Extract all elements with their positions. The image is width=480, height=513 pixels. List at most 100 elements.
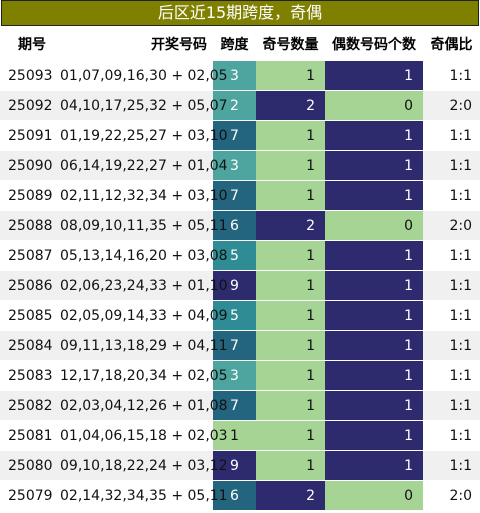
cell-odd-count: 1	[256, 360, 325, 391]
cell-odd-count: 1	[256, 150, 325, 181]
cell-numbers: 05,13,14,16,20 + 03,08	[56, 240, 228, 271]
table-title: 后区近15期跨度，奇偶	[1, 0, 479, 26]
cell-numbers: 02,11,12,32,34 + 03,10	[56, 180, 228, 211]
cell-even-count: 1	[325, 120, 423, 151]
header-issue: 期号	[0, 26, 56, 61]
cell-ratio: 1:1	[423, 150, 480, 181]
cell-ratio: 2:0	[423, 210, 480, 241]
cell-even-count: 1	[325, 330, 423, 361]
cell-ratio: 1:1	[423, 270, 480, 301]
cell-odd-count: 2	[256, 90, 325, 121]
cell-span: 7	[213, 180, 256, 211]
cell-ratio: 1:1	[423, 360, 480, 391]
cell-span: 9	[213, 450, 256, 481]
cell-even-count: 1	[325, 180, 423, 211]
cell-issue: 25088	[0, 210, 56, 241]
cell-ratio: 1:1	[423, 450, 480, 481]
cell-odd-count: 1	[256, 300, 325, 331]
cell-ratio: 1:1	[423, 120, 480, 151]
span-parity-table: 期号 开奖号码 跨度 奇号数量 偶数号码个数 奇偶比 25093 01,07,09…	[0, 26, 480, 511]
cell-numbers: 01,07,09,16,30 + 02,05	[56, 61, 228, 91]
header-numbers: 开奖号码	[56, 26, 213, 61]
cell-ratio: 1:1	[423, 330, 480, 361]
table-row: 25087 05,13,14,16,20 + 03,08 5 1 1 1:1	[0, 240, 480, 271]
cell-even-count: 1	[325, 150, 423, 181]
cell-span: 3	[213, 150, 256, 181]
cell-numbers: 02,14,32,34,35 + 05,11	[56, 480, 228, 511]
table-row: 25080 09,10,18,22,24 + 03,12 9 1 1 1:1	[0, 450, 480, 481]
table-row: 25086 02,06,23,24,33 + 01,10 9 1 1 1:1	[0, 270, 480, 301]
cell-span: 7	[213, 390, 256, 421]
cell-odd-count: 1	[256, 450, 325, 481]
cell-odd-count: 1	[256, 180, 325, 211]
table-row: 25084 09,11,13,18,29 + 04,11 7 1 1 1:1	[0, 330, 480, 361]
cell-numbers: 08,09,10,11,35 + 05,11	[56, 210, 228, 241]
header-span: 跨度	[213, 26, 256, 61]
cell-span: 3	[213, 360, 256, 391]
cell-numbers: 02,03,04,12,26 + 01,08	[56, 390, 228, 421]
cell-ratio: 1:1	[423, 420, 480, 451]
cell-ratio: 1:1	[423, 61, 480, 91]
cell-ratio: 2:0	[423, 480, 480, 511]
cell-issue: 25091	[0, 120, 56, 151]
cell-odd-count: 1	[256, 240, 325, 271]
table-row: 25085 02,05,09,14,33 + 04,09 5 1 1 1:1	[0, 300, 480, 331]
cell-odd-count: 1	[256, 390, 325, 421]
cell-numbers: 01,19,22,25,27 + 03,10	[56, 120, 228, 151]
cell-issue: 25082	[0, 390, 56, 421]
cell-span: 7	[213, 330, 256, 361]
cell-odd-count: 1	[256, 330, 325, 361]
cell-issue: 25089	[0, 180, 56, 211]
cell-numbers: 09,11,13,18,29 + 04,11	[56, 330, 228, 361]
table-row: 25091 01,19,22,25,27 + 03,10 7 1 1 1:1	[0, 120, 480, 151]
cell-ratio: 1:1	[423, 300, 480, 331]
cell-odd-count: 1	[256, 61, 325, 91]
cell-span: 9	[213, 270, 256, 301]
cell-issue: 25079	[0, 480, 56, 511]
cell-even-count: 1	[325, 270, 423, 301]
table-row: 25081 01,04,06,15,18 + 02,03 1 1 1 1:1	[0, 420, 480, 451]
cell-odd-count: 1	[256, 270, 325, 301]
table-row: 25082 02,03,04,12,26 + 01,08 7 1 1 1:1	[0, 390, 480, 421]
cell-odd-count: 1	[256, 120, 325, 151]
cell-even-count: 1	[325, 360, 423, 391]
cell-issue: 25090	[0, 150, 56, 181]
cell-span: 3	[213, 61, 256, 91]
cell-numbers: 02,05,09,14,33 + 04,09	[56, 300, 228, 331]
table-row: 25083 12,17,18,20,34 + 02,05 3 1 1 1:1	[0, 360, 480, 391]
cell-span: 1	[213, 420, 256, 451]
cell-numbers: 02,06,23,24,33 + 01,10	[56, 270, 228, 301]
cell-issue: 25086	[0, 270, 56, 301]
cell-span: 6	[213, 480, 256, 511]
cell-span: 2	[213, 90, 256, 121]
cell-ratio: 1:1	[423, 240, 480, 271]
cell-issue: 25085	[0, 300, 56, 331]
cell-issue: 25084	[0, 330, 56, 361]
cell-issue: 25080	[0, 450, 56, 481]
cell-even-count: 1	[325, 300, 423, 331]
cell-ratio: 1:1	[423, 180, 480, 211]
cell-span: 7	[213, 120, 256, 151]
cell-issue: 25087	[0, 240, 56, 271]
cell-even-count: 0	[325, 480, 423, 511]
cell-numbers: 01,04,06,15,18 + 02,03	[56, 420, 228, 451]
cell-even-count: 1	[325, 240, 423, 271]
cell-issue: 25081	[0, 420, 56, 451]
cell-numbers: 06,14,19,22,27 + 01,04	[56, 150, 228, 181]
cell-even-count: 0	[325, 90, 423, 121]
cell-ratio: 2:0	[423, 90, 480, 121]
cell-even-count: 0	[325, 210, 423, 241]
header-odd-count: 奇号数量	[256, 26, 325, 61]
table-row: 25093 01,07,09,16,30 + 02,05 3 1 1 1:1	[0, 61, 480, 91]
cell-even-count: 1	[325, 61, 423, 91]
header-ratio: 奇偶比	[423, 26, 480, 61]
cell-even-count: 1	[325, 390, 423, 421]
cell-issue: 25092	[0, 90, 56, 121]
cell-odd-count: 1	[256, 420, 325, 451]
table-row: 25088 08,09,10,11,35 + 05,11 6 2 0 2:0	[0, 210, 480, 241]
table-row: 25092 04,10,17,25,32 + 05,07 2 2 0 2:0	[0, 90, 480, 121]
cell-odd-count: 2	[256, 480, 325, 511]
cell-even-count: 1	[325, 420, 423, 451]
cell-span: 5	[213, 240, 256, 271]
cell-even-count: 1	[325, 450, 423, 481]
